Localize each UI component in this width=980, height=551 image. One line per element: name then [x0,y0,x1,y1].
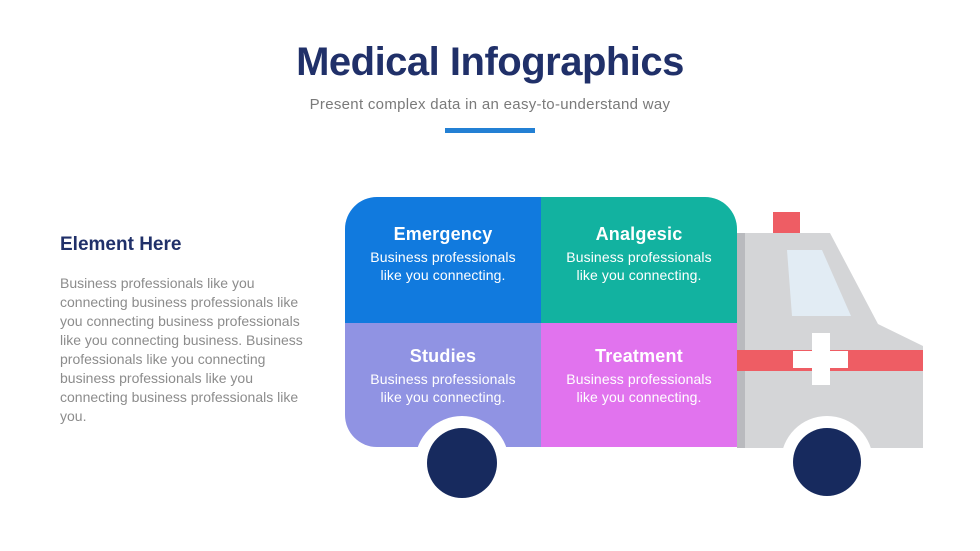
cab-window [787,250,851,316]
quadrant-emergency: Emergency Business professionals like yo… [345,197,541,323]
page-title: Medical Infographics [296,40,684,84]
ambulance-box-grid: Emergency Business professionals like yo… [345,197,737,447]
roof-light-icon [773,212,800,233]
medical-cross-icon [793,333,848,385]
quadrant-treatment: Treatment Business professionals like yo… [541,323,737,447]
cab-side-strip [737,233,746,448]
quadrant-studies-body: Business professionals like you connecti… [370,371,516,405]
element-body-text: Business professionals like you connecti… [60,275,303,424]
front-wheel [781,416,873,508]
page-subtitle: Present complex data in an easy-to-under… [309,96,671,113]
ambulance-cab-body [745,233,923,448]
quadrant-emergency-label: Emergency [393,224,493,244]
red-stripe [737,350,923,371]
quadrant-emergency-body: Business professionals like you connecti… [370,249,516,283]
quadrant-studies-label: Studies [409,346,477,366]
element-section: Element Here Business professionals like… [60,234,320,426]
quadrant-treatment-label: Treatment [595,346,683,366]
quadrant-analgesic: Analgesic Business professionals like yo… [541,197,737,323]
quadrant-analgesic-body: Business professionals like you connecti… [566,249,712,283]
quadrant-analgesic-label: Analgesic [595,224,683,244]
element-heading: Element Here [60,234,182,255]
quadrant-treatment-body: Business professionals like you connecti… [566,371,712,405]
quadrant-studies: Studies Business professionals like you … [345,323,541,447]
title-underline-accent [445,128,535,133]
